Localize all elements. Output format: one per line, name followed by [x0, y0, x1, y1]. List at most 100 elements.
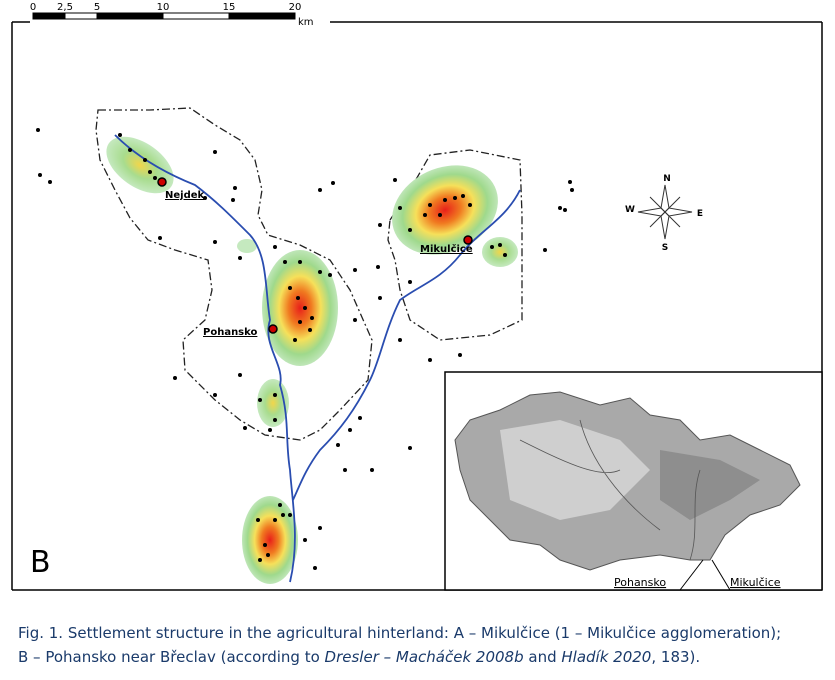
settlement — [461, 194, 465, 198]
scale-segment — [96, 12, 164, 20]
scale-label: 0 — [30, 2, 36, 13]
scale-label: 15 — [223, 2, 236, 13]
caption-text: B – Pohansko near Břeclav (according to — [18, 648, 325, 666]
boundaries — [95, 107, 523, 441]
settlement — [263, 543, 267, 547]
place-label: Mikulčice — [420, 243, 473, 255]
settlement — [310, 316, 314, 320]
settlement — [378, 223, 382, 227]
settlement — [296, 296, 300, 300]
settlement — [118, 133, 122, 137]
settlement — [143, 158, 147, 162]
settlement — [443, 198, 447, 202]
settlement — [428, 358, 432, 362]
scale-segment — [32, 12, 66, 20]
scale-segment — [162, 12, 230, 20]
settlement — [358, 416, 362, 420]
settlement — [353, 268, 357, 272]
compass-label: E — [697, 209, 703, 219]
scale-segment — [228, 12, 296, 20]
scale-label: 5 — [94, 2, 100, 13]
settlement — [331, 181, 335, 185]
settlement — [308, 328, 312, 332]
settlement — [213, 240, 217, 244]
settlement — [370, 468, 374, 472]
settlement — [393, 178, 397, 182]
settlement — [348, 428, 352, 432]
settlement — [313, 566, 317, 570]
scale-label: 10 — [157, 2, 170, 13]
scale-segment — [64, 12, 98, 20]
settlement — [376, 265, 380, 269]
settlement — [238, 256, 242, 260]
settlement — [173, 376, 177, 380]
rivers — [114, 134, 521, 583]
settlement — [298, 320, 302, 324]
settlement — [258, 398, 262, 402]
settlement — [288, 513, 292, 517]
caption-line: B – Pohansko near Břeclav (according to … — [18, 648, 700, 666]
settlement — [543, 248, 547, 252]
inset: Pohansko Mikulčice — [444, 371, 823, 591]
settlement — [203, 196, 207, 200]
settlement — [408, 228, 412, 232]
settlement — [213, 150, 217, 154]
settlement — [148, 170, 152, 174]
scale-unit: km — [298, 17, 314, 28]
settlement — [38, 173, 42, 177]
settlement — [318, 188, 322, 192]
settlement — [423, 213, 427, 217]
settlement — [256, 518, 260, 522]
settlement — [153, 176, 157, 180]
place-label: Nejdek — [165, 190, 205, 201]
compass-label: N — [663, 174, 671, 184]
settlement — [233, 186, 237, 190]
settlement — [558, 206, 562, 210]
compass-label: W — [625, 205, 635, 215]
settlement — [408, 446, 412, 450]
settlement — [318, 526, 322, 530]
settlement — [128, 148, 132, 152]
settlement — [336, 443, 340, 447]
settlement — [490, 245, 494, 249]
settlement — [266, 553, 270, 557]
place-label: Pohansko — [203, 327, 258, 338]
settlement — [258, 558, 262, 562]
settlement — [158, 236, 162, 240]
caption-line: Fig. 1. Settlement structure in the agri… — [18, 624, 781, 642]
scale-label: 20 — [289, 2, 302, 13]
settlement — [273, 518, 277, 522]
settlement — [278, 503, 282, 507]
caption-text: and — [524, 648, 562, 666]
settlement — [281, 513, 285, 517]
settlement — [568, 180, 572, 184]
settlement — [343, 468, 347, 472]
settlement — [303, 306, 307, 310]
settlement — [36, 128, 40, 132]
scale-bar: 0 2,5 5 10 15 20 km — [30, 2, 314, 28]
settlement — [273, 418, 277, 422]
settlement — [48, 180, 52, 184]
settlement — [438, 213, 442, 217]
settlement — [328, 273, 332, 277]
centres — [157, 177, 473, 334]
settlement — [428, 203, 432, 207]
settlement — [243, 426, 247, 430]
caption-text: Fig. 1. Settlement structure in the agri… — [18, 624, 781, 642]
settlement — [458, 353, 462, 357]
compass-label: S — [662, 243, 668, 253]
settlement — [298, 260, 302, 264]
settlement — [303, 538, 307, 542]
settlement — [453, 196, 457, 200]
panel-label: B — [30, 545, 51, 580]
settlement — [273, 245, 277, 249]
settlement — [398, 338, 402, 342]
settlement — [273, 393, 277, 397]
caption-text: Dresler – Macháček 2008b — [325, 648, 524, 666]
settlement — [283, 260, 287, 264]
scale-label: 2,5 — [57, 2, 73, 13]
compass — [637, 184, 693, 240]
settlement — [570, 188, 574, 192]
settlement — [353, 318, 357, 322]
